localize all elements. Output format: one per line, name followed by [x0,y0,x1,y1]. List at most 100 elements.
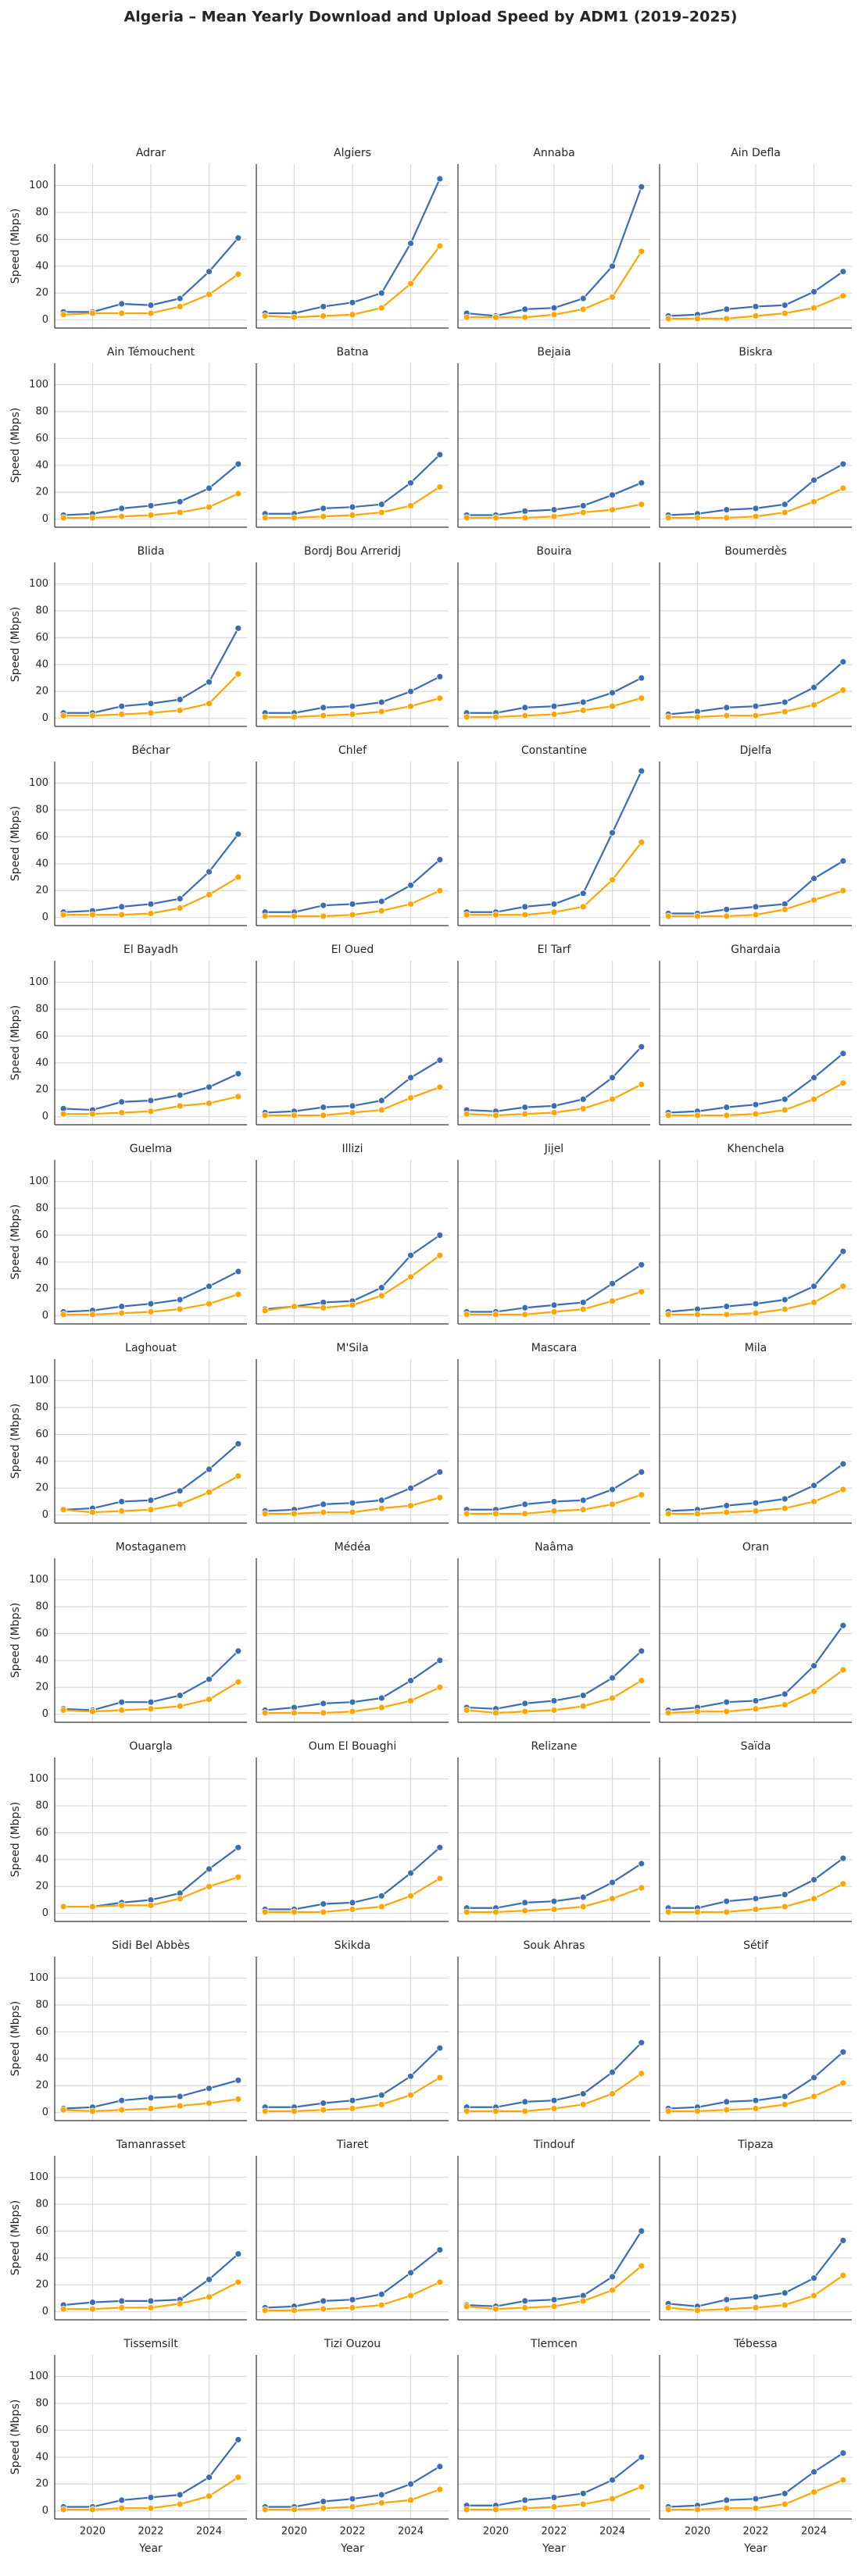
point [320,901,327,909]
point [377,2091,385,2099]
point [579,508,587,516]
point [234,2076,242,2084]
point [839,1666,847,1674]
point [694,315,701,323]
point [781,309,789,317]
x-tick-label: 2024 [398,2526,424,2538]
point [118,1707,126,1714]
point [752,1110,760,1118]
point [436,175,444,183]
point [377,304,385,312]
point [234,1093,242,1101]
point [206,1696,213,1704]
y-tick-label: 0 [42,912,48,923]
point [377,2301,385,2309]
point [550,311,558,319]
point [664,2506,672,2514]
x-tick-label: 2020 [80,2526,106,2538]
point [349,702,356,710]
point [59,911,67,919]
y-tick-label: 40 [35,658,48,670]
point [463,2107,470,2115]
panel-title: Annaba [533,147,574,159]
point [234,1440,242,1447]
point [810,1299,817,1306]
point [59,514,67,522]
point [176,294,184,302]
point [492,514,499,522]
y-tick-label: 100 [29,1972,48,1984]
y-tick-label: 80 [35,804,48,815]
point [436,1657,444,1664]
point [492,2107,499,2115]
x-tick-label: 2022 [138,2526,163,2538]
point [234,490,242,498]
point [349,2304,356,2311]
point [810,896,817,904]
point [810,2275,817,2282]
point [839,484,847,492]
point [176,1102,184,1110]
point [234,873,242,881]
panel-title: Biskra [739,346,772,359]
y-tick-label: 40 [35,1455,48,1467]
point [521,704,529,712]
panel-title: Médéa [334,1541,371,1554]
point [664,1908,672,1916]
point [839,2079,847,2087]
point [638,1491,646,1499]
point [118,903,126,911]
point [609,506,616,514]
point [349,1109,356,1116]
point [521,903,529,911]
point [89,2299,96,2307]
point [752,1705,760,1713]
y-tick-label: 0 [42,314,48,326]
point [463,2506,470,2514]
point [118,711,126,718]
point [407,1251,414,1259]
point [291,313,298,321]
y-tick-label: 20 [35,487,48,498]
point [694,2506,701,2514]
y-axis-label: Speed (Mbps) [9,209,22,284]
point [261,1307,269,1315]
panel-title: M'Sila [336,1342,368,1354]
point [320,2305,327,2313]
panel-title: Khenchela [727,1143,784,1155]
point [810,1688,817,1695]
point [349,1899,356,1907]
point [638,2483,646,2491]
point [59,712,67,719]
point [176,2500,184,2508]
panel-title: Oum El Bouaghi [309,1740,396,1753]
point [521,305,529,313]
point [407,2091,414,2099]
point [407,702,414,710]
point [579,890,587,897]
panel-title: Bejaia [537,346,570,359]
point [147,301,155,309]
point [638,2039,646,2046]
point [176,706,184,714]
point [781,708,789,715]
y-tick-label: 60 [35,2026,48,2038]
point [407,881,414,889]
point [609,2286,616,2294]
panel-title: Mostaganem [116,1541,187,1554]
y-tick-label: 80 [35,1003,48,1015]
point [436,1056,444,1064]
point [694,1111,701,1119]
y-tick-label: 0 [42,513,48,525]
y-tick-label: 60 [35,1628,48,1639]
panel-title: Tissemsilt [123,2338,178,2350]
point [579,1692,587,1699]
point [147,1901,155,1909]
point [609,491,616,499]
point [349,1499,356,1507]
point [839,857,847,865]
point [407,2269,414,2277]
point [206,1465,213,1473]
point [407,1892,414,1900]
panel-title: Tindouf [533,2139,575,2151]
